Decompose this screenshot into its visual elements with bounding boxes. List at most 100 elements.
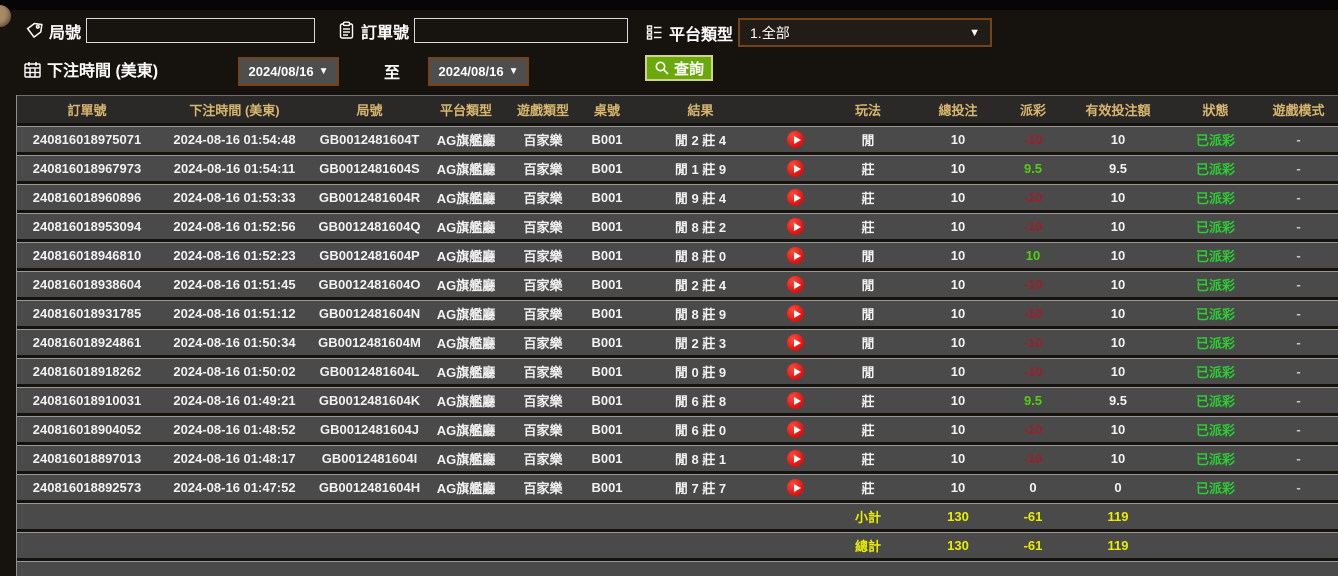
- col-payout: 派彩: [1019, 103, 1046, 118]
- replay-icon[interactable]: [787, 334, 804, 352]
- cell-bet-time: 2024-08-16 01:54:48: [173, 132, 296, 147]
- replay-icon[interactable]: [787, 479, 804, 497]
- cell-total-bet: 10: [950, 451, 966, 466]
- cell-game-type: 百家樂: [523, 162, 563, 177]
- cell-game-type: 百家樂: [523, 394, 563, 409]
- replay-icon[interactable]: [787, 247, 804, 265]
- replay-icon[interactable]: [787, 189, 804, 207]
- cell-total-bet: 10: [950, 190, 966, 205]
- cell-game-type: 百家樂: [523, 133, 563, 148]
- cell-result: 閒 6 莊 8: [674, 394, 727, 409]
- to-wrap: 至: [384, 59, 400, 83]
- replay-icon[interactable]: [787, 218, 804, 236]
- cell-valid-bet: 10: [1110, 248, 1126, 263]
- cell-game-mode: -: [1296, 190, 1301, 205]
- table-row: 240816018918262 2024-08-16 01:50:02 GB0012…: [17, 358, 1338, 384]
- calendar-icon: [23, 60, 42, 79]
- cell-game-mode: -: [1296, 422, 1301, 437]
- col-play-type: 玩法: [854, 103, 881, 118]
- cell-round-no: GB0012481604P: [319, 248, 420, 263]
- table-row: 240816018960896 2024-08-16 01:53:33 GB0012…: [17, 184, 1338, 210]
- cell-status: 已派彩: [1195, 191, 1235, 206]
- cell-result: 閒 2 莊 3: [674, 336, 727, 351]
- cell-replay: [768, 392, 823, 410]
- total-play-type: 總計: [854, 539, 881, 554]
- cell-payout: -10: [1023, 190, 1043, 205]
- cell-game-mode: -: [1296, 393, 1301, 408]
- cell-replay: [768, 421, 823, 439]
- replay-icon[interactable]: [787, 363, 804, 381]
- cell-payout: 9.5: [1023, 161, 1043, 176]
- cell-table-no: B001: [591, 422, 623, 437]
- date-from-select[interactable]: 2024/08/16 ▼: [238, 57, 339, 86]
- replay-icon[interactable]: [787, 421, 804, 439]
- search-wrap: 查詢: [645, 55, 714, 81]
- replay-icon[interactable]: [787, 392, 804, 410]
- to-label: 至: [384, 65, 401, 82]
- cell-payout: -10: [1023, 132, 1043, 147]
- replay-icon[interactable]: [787, 450, 804, 468]
- cell-valid-bet: 10: [1110, 277, 1126, 292]
- col-status: 狀態: [1202, 103, 1229, 118]
- cell-bet-time: 2024-08-16 01:54:11: [173, 161, 296, 176]
- cell-valid-bet: 0: [1114, 480, 1122, 495]
- replay-icon[interactable]: [787, 305, 804, 323]
- replay-icon[interactable]: [787, 131, 804, 149]
- cell-platform-type: AG旗艦廳: [436, 133, 496, 148]
- cell-bet-time: 2024-08-16 01:52:23: [173, 248, 296, 263]
- cell-table-no: B001: [591, 277, 623, 292]
- platform-select[interactable]: 1.全部 ▼: [738, 18, 993, 47]
- cell-table-no: B001: [591, 132, 623, 147]
- date-from-value: 2024/08/16: [248, 64, 314, 79]
- cell-bet-time: 2024-08-16 01:53:33: [173, 190, 296, 205]
- bet-time-filter: 下注時間 (美東): [23, 57, 158, 81]
- cell-bet-time: 2024-08-16 01:48:17: [173, 451, 296, 466]
- order-input[interactable]: [414, 18, 629, 43]
- cell-result: 閒 2 莊 4: [674, 278, 727, 293]
- bet-history-table: 訂單號 下注時間 (美東) 局號 平台類型 遊戲類型 桌號 結果 玩法 總投注 派彩 有效投注額 狀態…: [16, 95, 1338, 576]
- cell-table-no: B001: [591, 248, 623, 263]
- platform-label: 平台類型: [669, 26, 734, 44]
- cell-total-bet: 10: [950, 161, 966, 176]
- cell-platform-type: AG旗艦廳: [436, 307, 496, 322]
- cell-bet-time: 2024-08-16 01:49:21: [173, 393, 296, 408]
- cell-status: 已派彩: [1195, 249, 1235, 264]
- cell-payout: 0: [1029, 480, 1037, 495]
- cell-status: 已派彩: [1195, 365, 1235, 380]
- cell-game-type: 百家樂: [523, 365, 563, 380]
- col-bet-time: 下注時間 (美東): [189, 103, 280, 118]
- table-header: 訂單號 下注時間 (美東) 局號 平台類型 遊戲類型 桌號 結果 玩法 總投注 派彩 有效投注額 狀態…: [17, 95, 1338, 123]
- cell-play-type: 閒: [861, 278, 875, 293]
- cell-order-no: 240816018967973: [32, 161, 142, 176]
- cell-status: 已派彩: [1195, 133, 1235, 148]
- cell-status: 已派彩: [1195, 481, 1235, 496]
- date-to-value: 2024/08/16: [438, 64, 504, 79]
- tag-icon: [25, 21, 44, 40]
- col-valid-bet: 有效投注額: [1085, 103, 1151, 118]
- date-to-select[interactable]: 2024/08/16 ▼: [428, 57, 529, 86]
- cell-table-no: B001: [591, 451, 623, 466]
- cell-order-no: 240816018910031: [32, 393, 142, 408]
- order-filter: 訂單號: [337, 18, 629, 43]
- cell-round-no: GB0012481604S: [319, 161, 420, 176]
- replay-icon[interactable]: [787, 160, 804, 178]
- cell-play-type: 莊: [861, 481, 875, 496]
- cell-total-bet: 10: [950, 393, 966, 408]
- search-button[interactable]: 查詢: [645, 55, 714, 81]
- cell-status: 已派彩: [1195, 452, 1235, 467]
- cell-game-type: 百家樂: [523, 423, 563, 438]
- cell-table-no: B001: [591, 306, 623, 321]
- cell-valid-bet: 10: [1110, 132, 1126, 147]
- order-label: 訂單號: [361, 24, 410, 42]
- cell-result: 閒 0 莊 9: [674, 365, 727, 380]
- table-row: 240816018975071 2024-08-16 01:54:48 GB0012…: [17, 126, 1338, 152]
- platform-selected-value: 1.全部: [750, 24, 790, 41]
- chevron-down-icon: ▼: [969, 26, 981, 39]
- cell-payout: 10: [1025, 248, 1041, 263]
- col-game-type: 遊戲類型: [516, 103, 569, 118]
- drawer-handle[interactable]: [0, 5, 11, 27]
- col-result: 結果: [687, 103, 714, 118]
- subtotal-total-bet: 130: [947, 509, 969, 524]
- replay-icon[interactable]: [787, 276, 804, 294]
- round-input[interactable]: [86, 18, 316, 43]
